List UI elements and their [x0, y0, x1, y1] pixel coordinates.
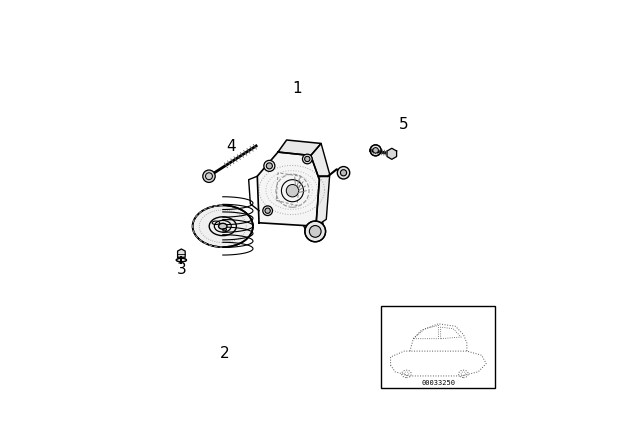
Circle shape [203, 170, 215, 182]
Bar [381, 306, 495, 388]
Circle shape [264, 160, 275, 172]
Text: 5: 5 [399, 117, 409, 132]
Text: 4: 4 [227, 139, 236, 155]
Polygon shape [257, 152, 319, 226]
Polygon shape [311, 143, 330, 226]
Circle shape [370, 145, 381, 156]
Polygon shape [387, 148, 397, 159]
Polygon shape [278, 140, 321, 155]
Circle shape [340, 170, 347, 176]
Circle shape [286, 185, 299, 197]
Ellipse shape [176, 258, 187, 262]
Text: 00033250: 00033250 [421, 379, 456, 386]
Circle shape [266, 163, 273, 169]
Ellipse shape [219, 223, 227, 229]
Circle shape [303, 154, 312, 164]
Text: 1: 1 [292, 81, 302, 96]
Circle shape [337, 167, 349, 179]
Text: 3: 3 [177, 262, 186, 277]
Circle shape [305, 156, 310, 162]
Circle shape [309, 225, 321, 237]
Polygon shape [177, 249, 185, 257]
Circle shape [265, 208, 270, 213]
Text: 2: 2 [220, 346, 229, 362]
Circle shape [263, 206, 273, 215]
Circle shape [373, 147, 378, 153]
Circle shape [305, 221, 326, 242]
Ellipse shape [193, 205, 253, 247]
